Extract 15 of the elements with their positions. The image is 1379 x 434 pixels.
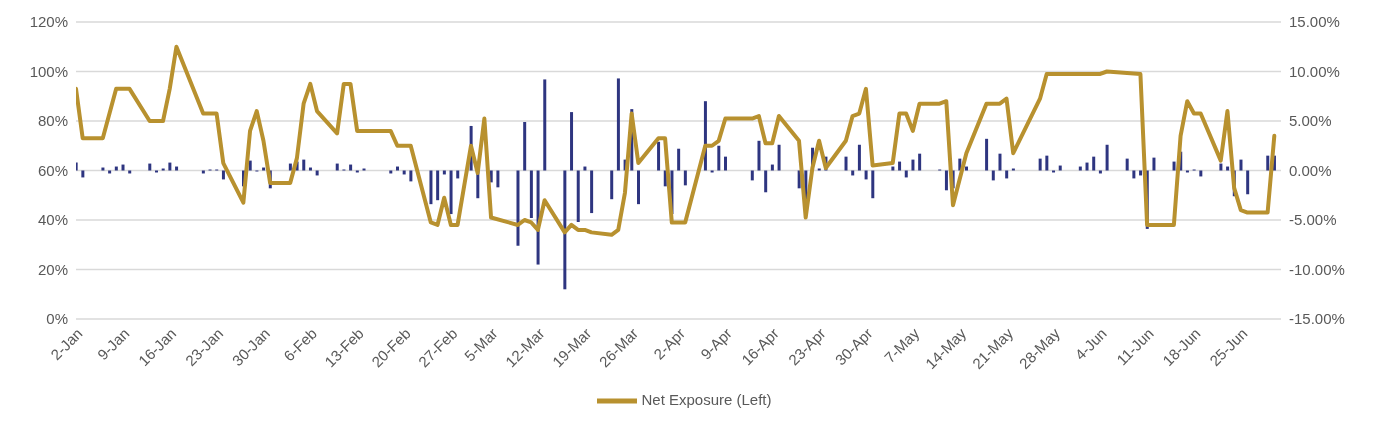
y2-tick-label: 5.00% bbox=[1289, 112, 1332, 130]
y2-tick-label: 10.00% bbox=[1289, 62, 1340, 80]
y-tick-label: 100% bbox=[29, 62, 68, 80]
y2-tick-label: -5.00% bbox=[1289, 211, 1337, 229]
y-tick-label: 60% bbox=[37, 161, 68, 179]
y2-tick-label: -10.00% bbox=[1289, 260, 1345, 278]
y-tick-label: 20% bbox=[37, 260, 68, 278]
y2-tick-label: 0.00% bbox=[1289, 161, 1332, 179]
y-tick-label: 40% bbox=[37, 211, 68, 229]
y2-tick-label: -15.00% bbox=[1289, 310, 1345, 328]
y-tick-label: 0% bbox=[46, 310, 68, 328]
y-tick-label: 120% bbox=[29, 13, 68, 31]
legend-label: Net Exposure (Left) bbox=[641, 390, 772, 408]
y-tick-label: 80% bbox=[37, 112, 68, 130]
y2-tick-label: 15.00% bbox=[1289, 13, 1340, 31]
